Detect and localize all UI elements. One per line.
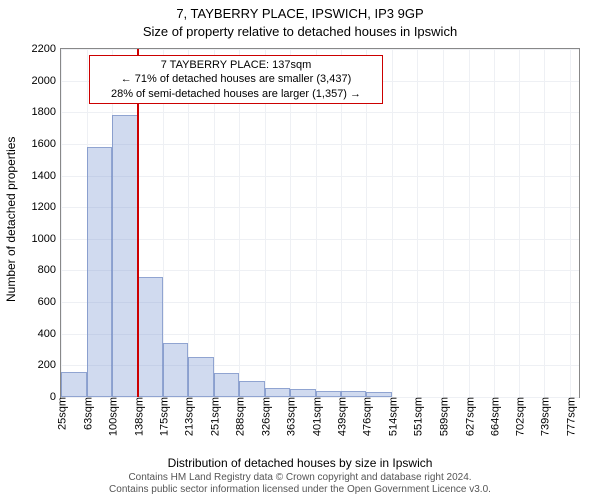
y-tick-label: 600: [38, 296, 61, 308]
histogram-bar: [87, 147, 112, 397]
histogram-bar: [316, 391, 342, 397]
chart-title-address: 7, TAYBERRY PLACE, IPSWICH, IP3 9GP: [0, 6, 600, 21]
y-tick-label: 200: [38, 359, 61, 371]
gridline-v: [544, 49, 545, 397]
histogram-bar: [188, 357, 214, 397]
marker-line3: 28% of semi-detached houses are larger (…: [96, 87, 376, 101]
histogram-plot: 0200400600800100012001400160018002000220…: [60, 48, 580, 398]
histogram-bar: [61, 372, 87, 397]
x-tick-label: 363sqm: [282, 397, 297, 436]
x-tick-label: 63sqm: [79, 397, 94, 430]
chart-subtitle: Size of property relative to detached ho…: [0, 24, 600, 39]
x-tick-label: 25sqm: [54, 397, 69, 430]
y-tick-label: 1000: [32, 233, 61, 245]
x-tick-label: 739sqm: [537, 397, 552, 436]
x-tick-label: 664sqm: [486, 397, 501, 436]
x-tick-label: 514sqm: [385, 397, 400, 436]
gridline-v: [469, 49, 470, 397]
footer-line2: Contains public sector information licen…: [0, 484, 600, 496]
histogram-bar: [214, 373, 239, 397]
x-tick-label: 288sqm: [232, 397, 247, 436]
gridline-v: [570, 49, 571, 397]
y-tick-label: 1200: [32, 201, 61, 213]
y-tick-label: 1800: [32, 106, 61, 118]
histogram-bar: [112, 115, 138, 397]
y-tick-label: 2200: [32, 43, 61, 55]
histogram-bar: [341, 391, 366, 397]
x-tick-label: 551sqm: [410, 397, 425, 436]
marker-line2: ← 71% of detached houses are smaller (3,…: [96, 72, 376, 86]
gridline-v: [392, 49, 393, 397]
gridline-v: [61, 49, 62, 397]
y-tick-label: 1400: [32, 170, 61, 182]
histogram-bar: [239, 381, 265, 397]
x-tick-label: 401sqm: [308, 397, 323, 436]
histogram-bar: [290, 389, 316, 397]
x-axis-label: Distribution of detached houses by size …: [0, 456, 600, 470]
footer-line1: Contains HM Land Registry data © Crown c…: [0, 472, 600, 484]
x-tick-label: 627sqm: [461, 397, 476, 436]
gridline-v: [417, 49, 418, 397]
x-tick-label: 213sqm: [181, 397, 196, 436]
x-tick-label: 175sqm: [155, 397, 170, 436]
histogram-bar: [366, 392, 392, 397]
chart-container: 7, TAYBERRY PLACE, IPSWICH, IP3 9GP Size…: [0, 0, 600, 500]
x-tick-label: 476sqm: [359, 397, 374, 436]
x-tick-label: 777sqm: [563, 397, 578, 436]
histogram-bar: [163, 343, 189, 397]
histogram-bar: [138, 277, 163, 397]
marker-annotation-box: 7 TAYBERRY PLACE: 137sqm ← 71% of detach…: [89, 55, 383, 104]
gridline-v: [494, 49, 495, 397]
gridline-v: [443, 49, 444, 397]
y-tick-label: 1600: [32, 138, 61, 150]
y-tick-label: 800: [38, 264, 61, 276]
x-tick-label: 589sqm: [435, 397, 450, 436]
attribution-footer: Contains HM Land Registry data © Crown c…: [0, 472, 600, 496]
x-tick-label: 251sqm: [207, 397, 222, 436]
x-tick-label: 702sqm: [512, 397, 527, 436]
histogram-bar: [265, 388, 290, 397]
marker-line1: 7 TAYBERRY PLACE: 137sqm: [96, 58, 376, 72]
y-tick-label: 2000: [32, 75, 61, 87]
x-tick-label: 439sqm: [334, 397, 349, 436]
x-tick-label: 100sqm: [104, 397, 119, 436]
gridline-v: [519, 49, 520, 397]
x-tick-label: 138sqm: [130, 397, 145, 436]
y-axis-label: Number of detached properties: [4, 137, 18, 302]
y-tick-label: 400: [38, 328, 61, 340]
x-tick-label: 326sqm: [257, 397, 272, 436]
